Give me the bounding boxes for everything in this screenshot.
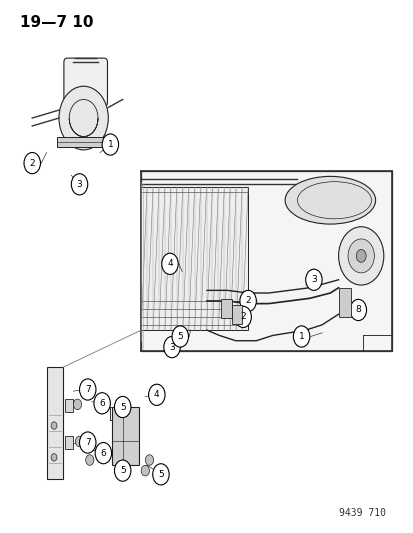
- Text: 1: 1: [298, 332, 304, 341]
- Text: 4: 4: [167, 260, 172, 268]
- Text: 3: 3: [310, 275, 316, 284]
- Circle shape: [59, 86, 108, 150]
- Text: 4: 4: [154, 390, 159, 399]
- Circle shape: [114, 460, 131, 481]
- Bar: [231, 305, 241, 324]
- Bar: [65, 436, 73, 449]
- Circle shape: [95, 442, 112, 464]
- Bar: [338, 288, 350, 317]
- Circle shape: [51, 454, 57, 461]
- Circle shape: [172, 326, 188, 347]
- Text: 3: 3: [76, 180, 82, 189]
- Text: 5: 5: [158, 470, 164, 479]
- Text: 2: 2: [29, 159, 35, 167]
- Circle shape: [338, 227, 383, 285]
- Polygon shape: [57, 136, 106, 147]
- Circle shape: [102, 134, 118, 155]
- Bar: [112, 407, 139, 465]
- FancyBboxPatch shape: [64, 58, 107, 107]
- Circle shape: [73, 399, 81, 410]
- Circle shape: [152, 464, 169, 485]
- Circle shape: [235, 306, 251, 327]
- Circle shape: [71, 174, 88, 195]
- Circle shape: [356, 249, 365, 262]
- Circle shape: [239, 290, 256, 312]
- Circle shape: [79, 432, 96, 453]
- Circle shape: [114, 397, 131, 418]
- Ellipse shape: [285, 176, 375, 224]
- Text: 7: 7: [85, 385, 90, 394]
- Circle shape: [24, 152, 40, 174]
- Text: 6: 6: [100, 449, 106, 458]
- Text: 9439 710: 9439 710: [338, 508, 385, 519]
- Circle shape: [79, 379, 96, 400]
- Text: 2: 2: [240, 312, 245, 321]
- Circle shape: [164, 336, 180, 358]
- Bar: [47, 367, 63, 479]
- Text: 1: 1: [107, 140, 113, 149]
- Text: 19—7 10: 19—7 10: [20, 14, 93, 30]
- Polygon shape: [141, 171, 391, 351]
- Circle shape: [148, 384, 165, 406]
- Text: 5: 5: [119, 466, 125, 475]
- Text: 5: 5: [177, 332, 183, 341]
- Circle shape: [347, 239, 373, 273]
- Circle shape: [305, 269, 321, 290]
- Circle shape: [145, 455, 153, 465]
- Bar: [221, 300, 231, 318]
- Circle shape: [75, 436, 83, 447]
- Text: 8: 8: [355, 305, 360, 314]
- Circle shape: [161, 253, 178, 274]
- Bar: [141, 187, 247, 330]
- Text: 5: 5: [119, 402, 125, 411]
- Text: 2: 2: [245, 296, 250, 305]
- Text: 3: 3: [169, 343, 175, 352]
- Circle shape: [293, 326, 309, 347]
- Circle shape: [51, 422, 57, 429]
- Bar: [65, 399, 73, 413]
- Circle shape: [141, 465, 149, 476]
- Circle shape: [94, 393, 110, 414]
- Text: 7: 7: [85, 438, 90, 447]
- Circle shape: [349, 300, 366, 320]
- Circle shape: [85, 455, 94, 465]
- Text: 6: 6: [99, 399, 105, 408]
